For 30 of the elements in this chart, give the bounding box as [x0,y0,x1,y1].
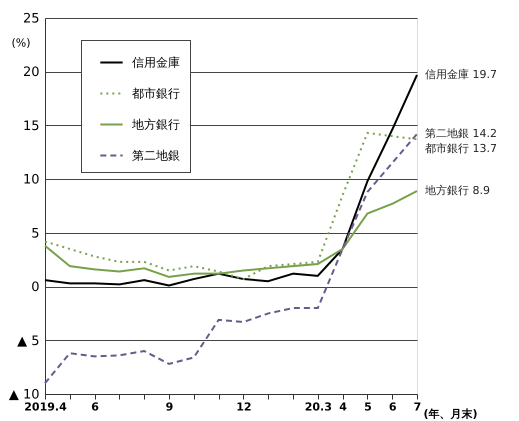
legend-label: 第二地銀 [132,148,180,162]
line-series [44,74,418,286]
x-tick-label: 7 [414,400,422,414]
y-tick-label: 25 [22,12,40,26]
x-tick-label: 5 [364,400,372,414]
y-tick-label: 10 [22,172,40,188]
annotation: 都市銀行 13.7 [425,142,497,156]
x-tick-label: 2019.4 [24,400,68,414]
legend-label: 信用金庫 [132,56,180,70]
x-tick-label: 6 [388,400,397,414]
legend-label: 地方銀行 [131,118,180,132]
y-axis-title: (%) [12,36,31,50]
x-tick-label: 6 [91,400,100,414]
y-tick-label: 0 [31,280,40,296]
y-tick-label: ▲ 5 [17,334,40,349]
x-axis-title: (年、月末) [424,408,478,420]
x-tick-label: 4 [339,400,348,414]
annotation: 信用金庫 19.7 [425,68,497,81]
annotation: 第二地銀 14.2 [425,127,497,140]
line-series [44,132,418,280]
x-tick-label: 12 [236,400,252,414]
annotation: 地方銀行 8.9 [424,184,490,197]
x-tick-label: 20.3 [304,400,332,414]
line-series [44,133,418,384]
legend-label: 都市銀行 [132,86,180,100]
y-tick-label: 15 [22,118,40,134]
y-tick-label: 20 [22,65,40,80]
y-tick-label: 5 [31,226,40,242]
x-tick-label: 9 [166,400,174,414]
y-tick-label: ▲ 10 [8,388,40,402]
